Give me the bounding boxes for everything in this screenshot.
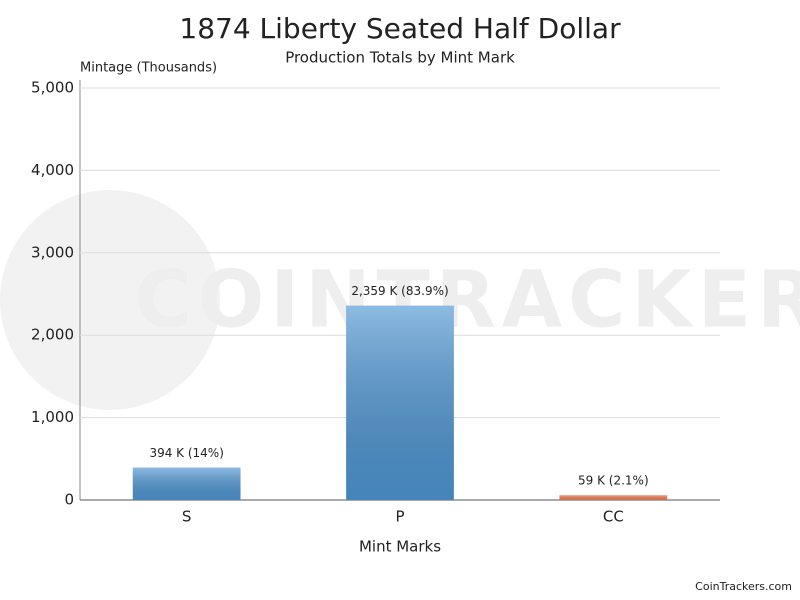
y-tick-label: 4,000 [31,161,74,179]
y-tick-label: 2,000 [31,326,74,344]
y-tick-label: 0 [64,491,74,509]
x-axis-label: Mint Marks [359,538,441,556]
chart-subtitle: Production Totals by Mint Mark [285,49,515,67]
watermark-logo [0,190,220,410]
bar [346,305,454,500]
data-label: 2,359 K (83.9%) [351,284,448,298]
chart-title: 1874 Liberty Seated Half Dollar [179,12,621,45]
y-tick-label: 1,000 [31,408,74,426]
bar [132,467,241,500]
x-tick-label: S [182,508,192,526]
bar [559,495,668,500]
x-tick-label: CC [603,508,624,526]
y-tick-label: 5,000 [31,79,74,97]
data-label: 394 K (14%) [149,446,223,460]
y-tick-label: 3,000 [31,243,74,261]
x-tick-label: P [395,508,404,526]
data-label: 59 K (2.1%) [578,474,649,488]
y-axis-label: Mintage (Thousands) [80,61,217,76]
watermark: COINTRACKERS [135,255,800,345]
credit: CoinTrackers.com [695,580,792,593]
